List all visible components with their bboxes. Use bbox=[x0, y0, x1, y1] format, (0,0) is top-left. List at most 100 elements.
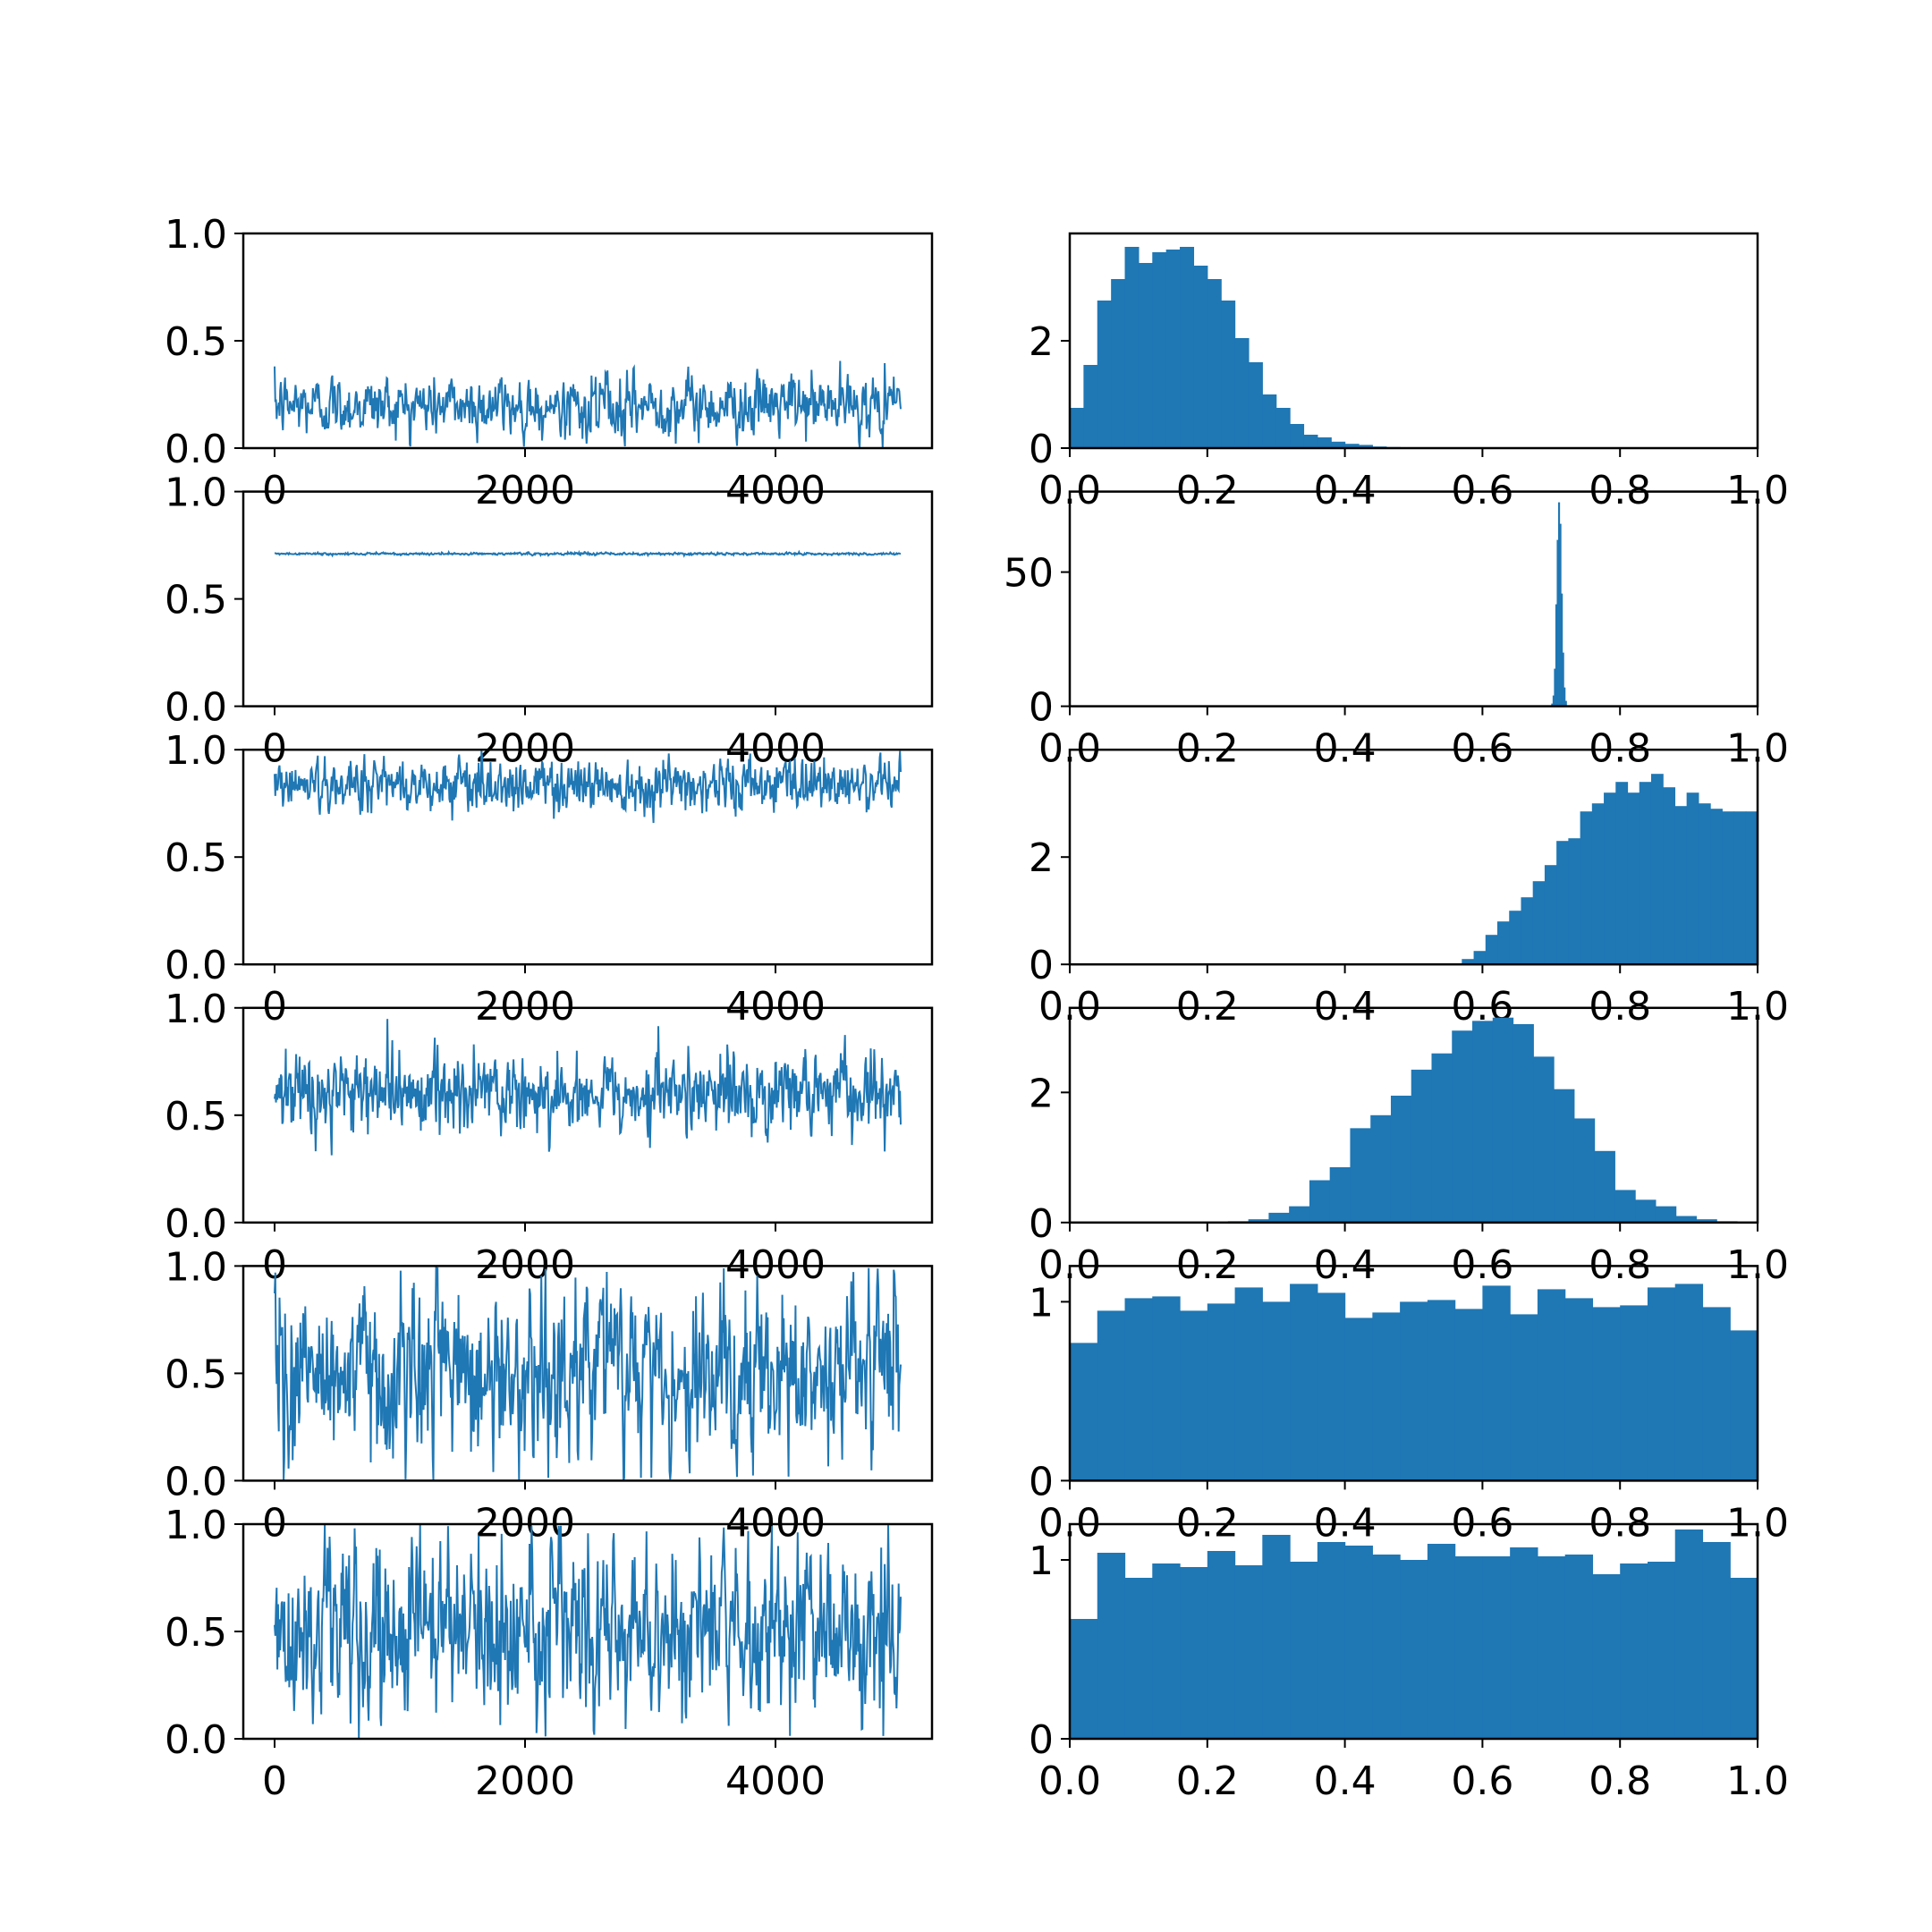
histogram-bar bbox=[1070, 408, 1084, 448]
axes-frame bbox=[1068, 1522, 1759, 1741]
trace-panel-3: 0.00.51.00 2000 4000 bbox=[165, 728, 934, 1030]
histogram-panel-5: 010.0 0.2 0.4 0.6 0.8 1.0 bbox=[1029, 1265, 1789, 1546]
x-tick-label: 2000 bbox=[475, 1758, 575, 1804]
histogram-bar bbox=[1509, 911, 1522, 965]
y-tick-label: 50 bbox=[1004, 551, 1054, 597]
histogram-bar bbox=[1745, 811, 1758, 965]
histogram-bar bbox=[1290, 1284, 1318, 1481]
histogram-panel-1: 020.0 0.2 0.4 0.6 0.8 1.0 bbox=[1029, 232, 1789, 513]
histogram-bar bbox=[1564, 1298, 1594, 1481]
histogram-bar bbox=[1482, 1556, 1511, 1739]
y-tick-label: 0.5 bbox=[165, 578, 227, 623]
histogram-bar bbox=[1614, 1190, 1636, 1223]
histogram-bar bbox=[1262, 1301, 1291, 1481]
histogram-bar bbox=[1207, 1551, 1236, 1739]
histogram-bar bbox=[1594, 1150, 1615, 1223]
histogram-bar bbox=[1400, 1301, 1428, 1481]
trace-line-2 bbox=[274, 549, 902, 558]
y-tick-label: 0 bbox=[1029, 1201, 1054, 1247]
histogram-bar bbox=[1248, 1219, 1269, 1223]
histogram-bar bbox=[1221, 301, 1236, 448]
histogram-bar bbox=[1647, 1562, 1676, 1739]
histogram-bar bbox=[1554, 668, 1556, 707]
trace-line-3 bbox=[274, 750, 902, 824]
histogram-bar bbox=[1152, 252, 1167, 448]
y-tick-label: 0.5 bbox=[165, 1610, 227, 1656]
histogram-bar bbox=[1452, 1030, 1473, 1223]
histogram-bar bbox=[1533, 1056, 1555, 1223]
histogram-bar bbox=[1180, 1567, 1208, 1739]
histogram-bar bbox=[1497, 921, 1510, 965]
histogram-bar bbox=[1730, 1330, 1758, 1481]
histogram-bar bbox=[1152, 1563, 1181, 1739]
y-tick-label: 1.0 bbox=[165, 728, 227, 774]
histogram-bar bbox=[1554, 1089, 1575, 1223]
histogram-bar bbox=[1485, 935, 1498, 965]
x-tick-label: 1.0 bbox=[1726, 1758, 1789, 1804]
axes-frame bbox=[242, 490, 934, 708]
histogram-panel-4: 020.0 0.2 0.4 0.6 0.8 1.0 bbox=[1029, 1006, 1789, 1288]
y-tick-label: 2 bbox=[1029, 319, 1054, 365]
histogram-bar bbox=[1650, 774, 1664, 965]
y-tick-label: 0.0 bbox=[165, 1459, 227, 1504]
histogram-bar bbox=[1513, 1023, 1534, 1223]
histogram-bar bbox=[1262, 1535, 1291, 1739]
trace-line-5 bbox=[274, 1266, 902, 1481]
histogram-bar bbox=[1207, 279, 1222, 448]
histogram-bar bbox=[1165, 250, 1181, 448]
x-tick-label: 0.8 bbox=[1589, 1758, 1651, 1804]
histogram-bar bbox=[1275, 408, 1291, 448]
trace-panel-2: 0.00.51.00 2000 4000 bbox=[165, 470, 934, 772]
axes-frame bbox=[1068, 1006, 1759, 1224]
histogram-bar bbox=[1124, 1298, 1153, 1481]
y-tick-label: 1 bbox=[1029, 1538, 1054, 1584]
histogram-bar bbox=[1647, 1287, 1676, 1481]
trace-line-1 bbox=[274, 360, 902, 448]
y-tick-label: 0.5 bbox=[165, 835, 227, 881]
trace-line-6 bbox=[274, 1524, 902, 1739]
histogram-bar bbox=[1350, 1128, 1371, 1223]
histogram-bar bbox=[1248, 362, 1263, 448]
histogram-bar bbox=[1568, 838, 1581, 965]
trace-panel-4: 0.00.51.00 2000 4000 bbox=[165, 987, 934, 1288]
histogram-bar bbox=[1492, 1017, 1514, 1223]
histogram-bar bbox=[1627, 792, 1640, 965]
histogram-bar bbox=[1262, 394, 1277, 448]
histogram-bar bbox=[1370, 1114, 1392, 1223]
histogram-bar bbox=[1562, 652, 1564, 707]
histogram-bar bbox=[1702, 1307, 1731, 1481]
histogram-bar bbox=[1317, 1292, 1346, 1481]
histogram-bar bbox=[1180, 1310, 1208, 1481]
histogram-bar bbox=[1268, 1212, 1290, 1223]
histogram-bar bbox=[1482, 1285, 1511, 1481]
y-tick-label: 1.0 bbox=[165, 1503, 227, 1548]
histogram-bar bbox=[1674, 806, 1688, 965]
histogram-bar bbox=[1083, 365, 1098, 448]
histogram-bar bbox=[1372, 1312, 1401, 1481]
histogram-bar bbox=[1573, 1118, 1596, 1223]
histogram-bar bbox=[1639, 782, 1652, 965]
histogram-bar bbox=[1290, 424, 1305, 448]
histogram-bar bbox=[1730, 1578, 1758, 1739]
y-tick-label: 0.5 bbox=[165, 319, 227, 365]
histogram-bar bbox=[1563, 687, 1566, 707]
y-tick-label: 0 bbox=[1029, 427, 1054, 472]
histogram-bar bbox=[1696, 1219, 1717, 1223]
histogram-bar bbox=[1702, 1542, 1731, 1739]
histogram-bar bbox=[1454, 1309, 1483, 1481]
histogram-bar bbox=[1344, 1318, 1373, 1481]
histogram-bar bbox=[1532, 881, 1546, 965]
histogram-bar bbox=[1390, 1095, 1412, 1223]
histogram-bar bbox=[1604, 792, 1616, 965]
histogram-bar bbox=[1124, 247, 1140, 448]
trace-panel-5: 0.00.51.00 2000 4000 bbox=[165, 1244, 934, 1546]
histogram-bar bbox=[1344, 1546, 1373, 1739]
x-tick-label: 0.4 bbox=[1314, 1758, 1377, 1804]
y-tick-label: 2 bbox=[1029, 835, 1054, 881]
histogram-bar bbox=[1674, 1530, 1704, 1739]
y-tick-label: 0 bbox=[1029, 943, 1054, 988]
histogram-bar bbox=[1097, 1310, 1126, 1481]
trace-panel-6: 0.0 0.5 1.0 0 2000 4000 bbox=[165, 1503, 934, 1804]
histogram-bar bbox=[1329, 1166, 1352, 1223]
histogram-bar bbox=[1537, 1289, 1566, 1481]
